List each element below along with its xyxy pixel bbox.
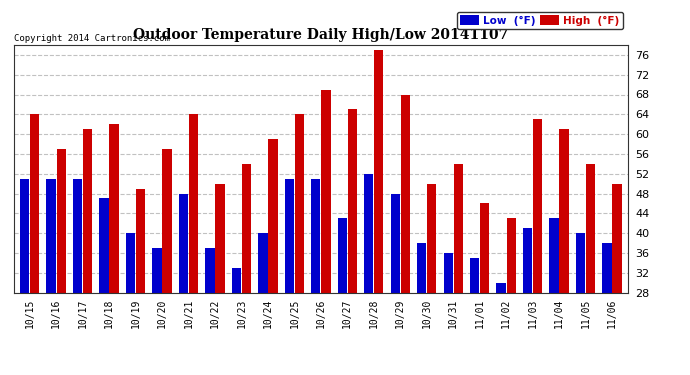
Bar [374, 50, 384, 292]
Bar [20, 178, 29, 292]
Bar [206, 248, 215, 292]
Bar [322, 90, 331, 292]
Bar [417, 243, 426, 292]
Bar [427, 184, 436, 292]
Bar [391, 194, 400, 292]
Bar [162, 149, 172, 292]
Bar [57, 149, 66, 292]
Bar [497, 283, 506, 292]
Bar [268, 139, 277, 292]
Bar [613, 184, 622, 292]
Bar [470, 258, 480, 292]
Bar [152, 248, 161, 292]
Bar [295, 114, 304, 292]
Bar [189, 114, 198, 292]
Title: Outdoor Temperature Daily High/Low 20141107: Outdoor Temperature Daily High/Low 20141… [133, 28, 509, 42]
Bar [337, 218, 347, 292]
Bar [506, 218, 516, 292]
Bar [480, 203, 489, 292]
Bar [136, 189, 145, 292]
Text: Copyright 2014 Cartronics.com: Copyright 2014 Cartronics.com [14, 33, 170, 42]
Bar [401, 94, 410, 292]
Bar [364, 174, 373, 292]
Bar [533, 119, 542, 292]
Bar [576, 233, 585, 292]
Bar [258, 233, 268, 292]
Bar [215, 184, 225, 292]
Bar [549, 218, 559, 292]
Bar [30, 114, 39, 292]
Bar [99, 198, 109, 292]
Legend: Low  (°F), High  (°F): Low (°F), High (°F) [457, 12, 622, 28]
Bar [560, 129, 569, 292]
Bar [453, 164, 463, 292]
Bar [232, 268, 241, 292]
Bar [73, 178, 82, 292]
Bar [126, 233, 135, 292]
Bar [444, 253, 453, 292]
Bar [110, 124, 119, 292]
Bar [241, 164, 251, 292]
Bar [523, 228, 532, 292]
Bar [179, 194, 188, 292]
Bar [83, 129, 92, 292]
Bar [46, 178, 56, 292]
Bar [602, 243, 611, 292]
Bar [285, 178, 294, 292]
Bar [586, 164, 595, 292]
Bar [311, 178, 320, 292]
Bar [348, 110, 357, 292]
